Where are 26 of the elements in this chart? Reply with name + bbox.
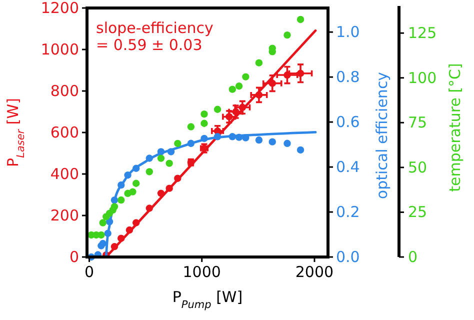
y3-tick-label: 50 [408, 158, 428, 176]
x-tick-label: 1000 [182, 263, 221, 281]
y2-tick-label: 0.6 [336, 113, 360, 132]
y3-axis-title: temperature [°C] [446, 63, 464, 192]
y-tick-label: 400 [50, 165, 79, 183]
y2-tick-label: 0.4 [336, 158, 360, 176]
y-tick-label: 800 [50, 82, 79, 100]
y3-tick-label: 125 [408, 24, 437, 42]
y2-tick-label: 0.0 [336, 248, 360, 266]
annotation: slope-efficiency = 0.59 ± 0.03 [96, 19, 214, 54]
y2-tick-label: 0.2 [336, 203, 360, 222]
y-tick-label: 200 [50, 206, 79, 224]
y2-axis-title: optical efficiency [373, 72, 391, 200]
y-tick-label: 1000 [40, 40, 79, 58]
x-tick-label: 0 [84, 263, 94, 281]
y3-tick-label: 25 [408, 203, 428, 222]
y2-tick-label: 1.0 [336, 23, 360, 42]
y3-tick-label: 0 [408, 248, 418, 266]
x-tick-label: 2000 [295, 263, 334, 281]
x-axis-title: P$_{Pump}$ [W] [172, 288, 243, 311]
y-tick-label: 1200 [40, 0, 79, 17]
y-tick-label: 600 [50, 124, 79, 142]
y-tick-label: 0 [69, 248, 79, 266]
y2-tick-label: 0.8 [336, 68, 360, 86]
y3-tick-label: 75 [408, 114, 428, 132]
y3-tick-label: 100 [408, 68, 437, 87]
